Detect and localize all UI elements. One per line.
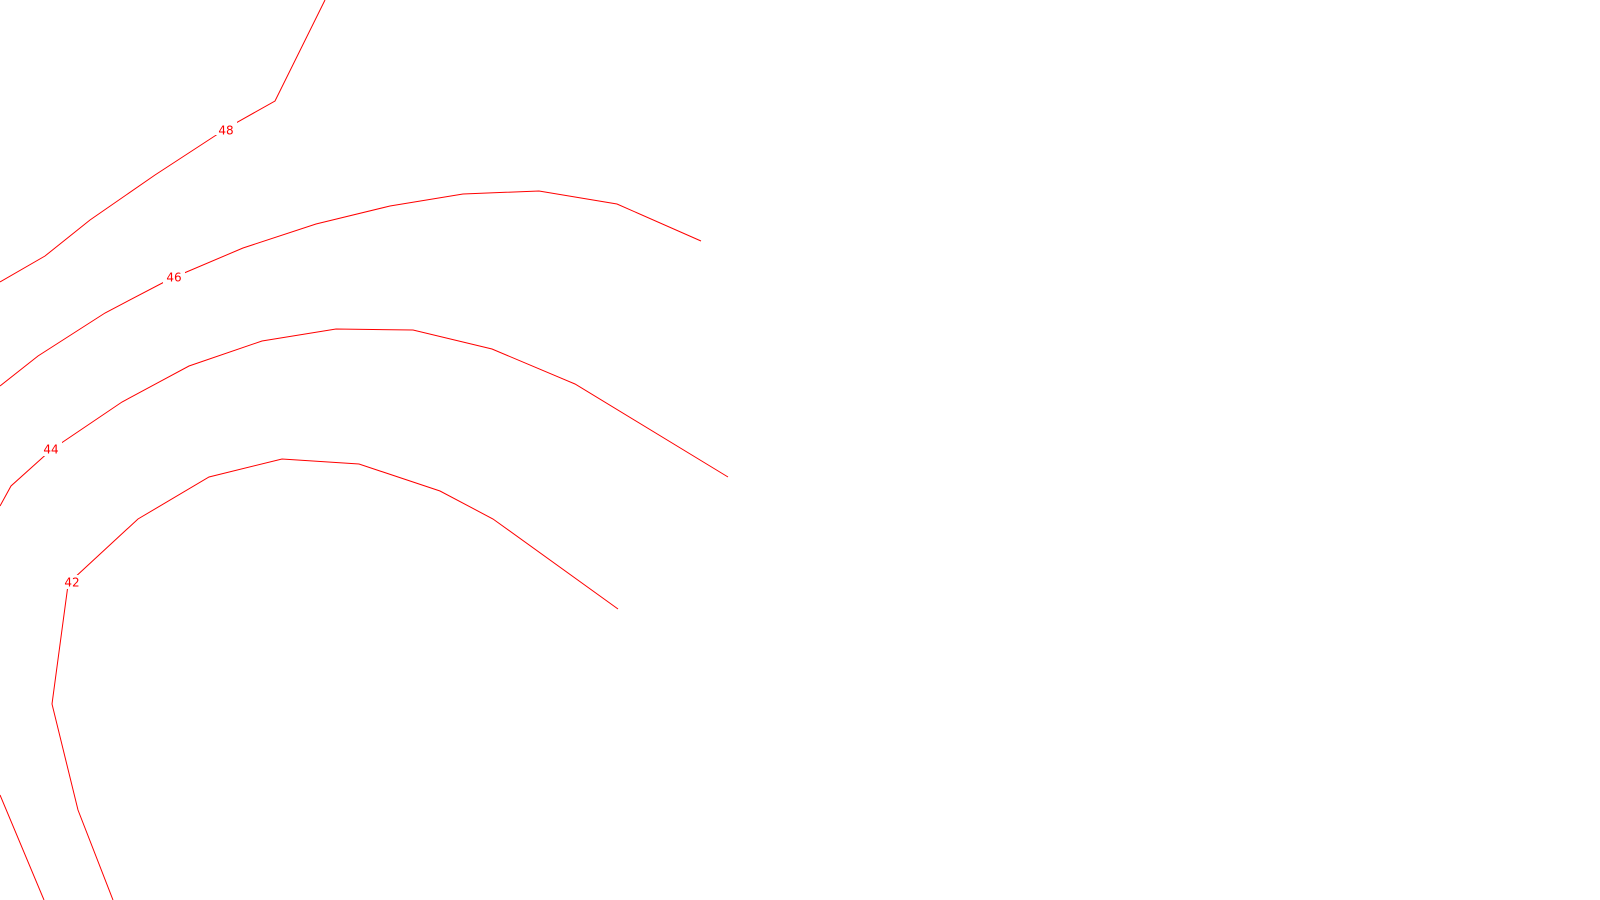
contour-48: 48: [0, 0, 326, 283]
contour-46-label: 46: [166, 271, 181, 285]
contour-42-label-bg: [61, 575, 83, 589]
contour-42: 42: [0, 458, 619, 900]
contour-44-line: [0, 328, 729, 507]
contour-42-line: [0, 458, 619, 900]
contour-46-line: [0, 190, 702, 387]
contour-42-label: 42: [64, 576, 79, 590]
contour-48-label-bg: [215, 121, 237, 135]
contour-48-line: [0, 0, 326, 283]
contour-44-label: 44: [43, 443, 58, 457]
contour-44: 44: [0, 328, 729, 507]
contour-46: 46: [0, 190, 702, 387]
contour-48-label: 48: [218, 124, 233, 138]
contour-46-label-bg: [163, 270, 185, 284]
contour-44-label-bg: [40, 442, 62, 456]
